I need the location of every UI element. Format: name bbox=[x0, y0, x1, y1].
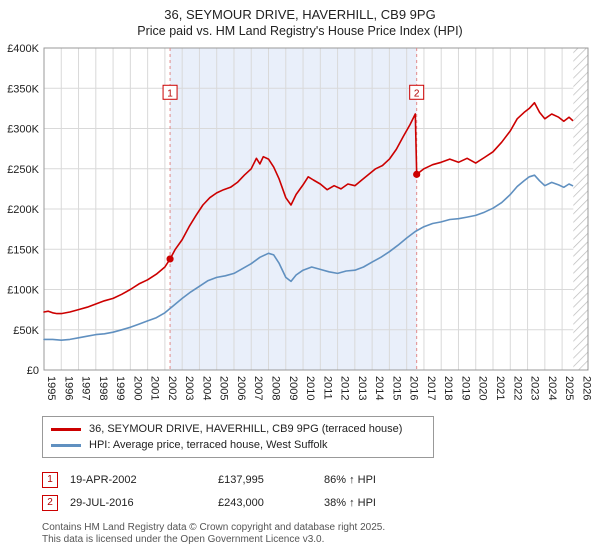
svg-text:1: 1 bbox=[167, 88, 173, 99]
svg-text:2014: 2014 bbox=[373, 376, 385, 400]
sale-1-hpi-delta: 86% ↑ HPI bbox=[324, 473, 376, 486]
svg-text:2009: 2009 bbox=[287, 376, 299, 400]
svg-text:£200K: £200K bbox=[7, 204, 39, 216]
svg-text:2018: 2018 bbox=[442, 376, 454, 400]
page-title: 36, SEYMOUR DRIVE, HAVERHILL, CB9 9PG bbox=[164, 7, 436, 22]
svg-text:1996: 1996 bbox=[62, 376, 74, 400]
svg-text:£0: £0 bbox=[27, 365, 39, 377]
svg-text:2001: 2001 bbox=[149, 376, 161, 400]
sale-row-1: 1 19-APR-2002 £137,995 86% ↑ HPI bbox=[42, 468, 600, 491]
svg-text:2004: 2004 bbox=[200, 376, 212, 400]
chart-legend: 36, SEYMOUR DRIVE, HAVERHILL, CB9 9PG (t… bbox=[42, 416, 434, 458]
legend-item-hpi: HPI: Average price, terraced house, West… bbox=[49, 437, 427, 453]
sale-1-date: 19-APR-2002 bbox=[70, 473, 137, 486]
sale-annotations: 1 19-APR-2002 £137,995 86% ↑ HPI 2 29-JU… bbox=[42, 468, 600, 514]
svg-text:2020: 2020 bbox=[477, 376, 489, 400]
footer-line-1: Contains HM Land Registry data © Crown c… bbox=[42, 522, 386, 533]
svg-text:1998: 1998 bbox=[97, 376, 109, 400]
svg-text:2024: 2024 bbox=[546, 376, 558, 400]
svg-text:2: 2 bbox=[414, 88, 420, 99]
svg-text:2011: 2011 bbox=[321, 376, 333, 400]
svg-text:2006: 2006 bbox=[235, 376, 247, 400]
svg-text:2008: 2008 bbox=[270, 376, 282, 400]
svg-text:2015: 2015 bbox=[390, 376, 402, 400]
license-footer: Contains HM Land Registry data © Crown c… bbox=[42, 522, 600, 546]
svg-text:2005: 2005 bbox=[218, 376, 230, 400]
svg-text:£400K: £400K bbox=[7, 43, 39, 55]
svg-text:2007: 2007 bbox=[252, 376, 264, 400]
sale-2-number-badge: 2 bbox=[42, 494, 58, 511]
svg-text:2017: 2017 bbox=[425, 376, 437, 400]
svg-text:2022: 2022 bbox=[511, 376, 523, 400]
svg-text:2025: 2025 bbox=[563, 376, 575, 400]
sale-2-price: £243,000 bbox=[218, 496, 264, 509]
svg-text:£50K: £50K bbox=[13, 325, 39, 337]
sale-2-date: 29-JUL-2016 bbox=[70, 496, 134, 509]
legend-swatch-hpi-line bbox=[51, 443, 81, 447]
svg-text:2003: 2003 bbox=[183, 376, 195, 400]
legend-swatch-property-line bbox=[51, 427, 81, 431]
svg-text:2010: 2010 bbox=[304, 376, 316, 400]
svg-text:£300K: £300K bbox=[7, 124, 39, 136]
svg-text:2013: 2013 bbox=[356, 376, 368, 400]
sale-row-2: 2 29-JUL-2016 £243,000 38% ↑ HPI bbox=[42, 491, 600, 514]
legend-label-property: 36, SEYMOUR DRIVE, HAVERHILL, CB9 9PG (t… bbox=[89, 423, 403, 435]
svg-text:2012: 2012 bbox=[339, 376, 351, 400]
svg-text:£250K: £250K bbox=[7, 164, 39, 176]
svg-text:1999: 1999 bbox=[114, 376, 126, 400]
chart-header: 36, SEYMOUR DRIVE, HAVERHILL, CB9 9PG Pr… bbox=[0, 0, 600, 40]
sale-2-hpi-delta: 38% ↑ HPI bbox=[324, 496, 376, 509]
svg-text:2021: 2021 bbox=[494, 376, 506, 400]
price-chart: 1 2 £0 £50K £100K £150K £200K £250K £300K £350K £4… bbox=[7, 43, 592, 400]
svg-text:£100K: £100K bbox=[7, 285, 39, 297]
svg-text:1997: 1997 bbox=[80, 376, 92, 400]
legend-item-property: 36, SEYMOUR DRIVE, HAVERHILL, CB9 9PG (t… bbox=[49, 421, 427, 437]
svg-text:£150K: £150K bbox=[7, 244, 39, 256]
sale-1-price: £137,995 bbox=[218, 473, 264, 486]
svg-text:2019: 2019 bbox=[459, 376, 471, 400]
svg-text:2026: 2026 bbox=[580, 376, 592, 400]
legend-label-hpi: HPI: Average price, terraced house, West… bbox=[89, 439, 328, 451]
sale-1-number-badge: 1 bbox=[42, 471, 58, 488]
svg-text:£350K: £350K bbox=[7, 83, 39, 95]
svg-text:2016: 2016 bbox=[408, 376, 420, 400]
svg-text:2000: 2000 bbox=[131, 376, 143, 400]
svg-text:1995: 1995 bbox=[45, 376, 57, 400]
page-subtitle: Price paid vs. HM Land Registry's House … bbox=[137, 24, 463, 38]
footer-line-2: This data is licensed under the Open Gov… bbox=[42, 534, 325, 545]
svg-text:2023: 2023 bbox=[529, 376, 541, 400]
svg-text:2002: 2002 bbox=[166, 376, 178, 400]
